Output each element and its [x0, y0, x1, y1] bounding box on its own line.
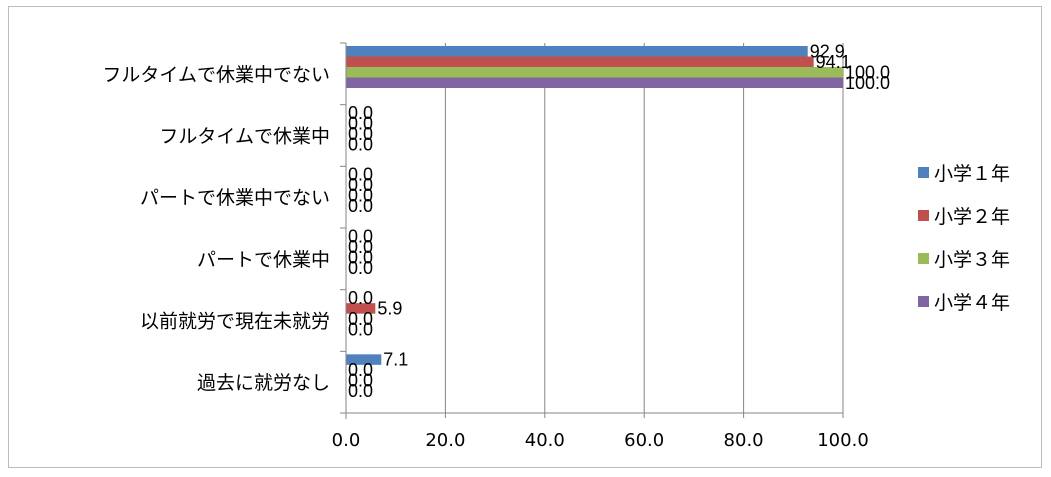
data-label: 0.0 [348, 371, 373, 391]
category-label: フルタイムで休業中でない [102, 64, 330, 86]
data-label: 0.0 [348, 186, 373, 206]
tick-label: 100.0 [817, 430, 869, 451]
legend-label: 小学２年 [934, 206, 1010, 228]
legend-swatch [918, 167, 929, 178]
data-label: 0.0 [348, 175, 373, 195]
data-label: 92.9 [810, 41, 845, 61]
data-label: 94.1 [816, 52, 851, 72]
bar [346, 77, 843, 88]
data-label: 0.0 [348, 360, 373, 380]
data-label: 0.0 [348, 309, 373, 329]
data-label: 100.0 [845, 62, 890, 82]
tick-label: 0.0 [332, 430, 361, 451]
tick-label: 40.0 [525, 430, 565, 451]
chart-frame: フルタイムで休業中でないフルタイムで休業中パートで休業中でないパートで休業中以前… [8, 6, 1042, 468]
tick-labels: 0.0 20.0 40.0 60.0 80.0 100.0 [332, 430, 869, 451]
tick-label: 80.0 [724, 430, 764, 451]
bar [346, 303, 376, 314]
data-label: 0.0 [348, 134, 373, 154]
category-label: 過去に就労なし [197, 372, 330, 394]
data-label: 0.0 [348, 196, 373, 216]
bar [346, 354, 382, 365]
legend-label: 小学４年 [934, 292, 1010, 314]
data-label: 0.0 [348, 237, 373, 257]
legend-label: 小学１年 [934, 163, 1010, 185]
data-label: 5.9 [377, 298, 402, 318]
category-label: フルタイムで休業中 [159, 126, 330, 148]
category-label: パートで休業中 [197, 249, 330, 271]
category-label: 以前就労で現在未就労 [140, 311, 330, 333]
legend-label: 小学３年 [934, 249, 1010, 271]
data-label: 100.0 [845, 73, 890, 93]
legend-swatch [918, 296, 929, 307]
category-labels: フルタイムで休業中でないフルタイムで休業中パートで休業中でないパートで休業中以前… [102, 64, 330, 394]
bar [346, 46, 808, 57]
data-label: 0.0 [348, 165, 373, 185]
data-label: 0.0 [348, 247, 373, 267]
data-label: 0.0 [348, 103, 373, 123]
data-label: 0.0 [348, 319, 373, 339]
category-label: パートで休業中でない [140, 187, 330, 209]
data-label: 0.0 [348, 258, 373, 278]
data-labels: 92.994.1100.0100.00.00.00.00.00.00.00.00… [348, 41, 890, 401]
axes [340, 42, 844, 419]
bar-chart: フルタイムで休業中でないフルタイムで休業中パートで休業中でないパートで休業中以前… [102, 41, 1010, 451]
data-label: 0.0 [348, 381, 373, 401]
data-label: 0.0 [348, 226, 373, 246]
tick-label: 60.0 [624, 430, 664, 451]
bar [346, 56, 814, 67]
gridlines [444, 43, 844, 413]
data-label: 7.1 [383, 350, 408, 370]
data-label: 0.0 [348, 113, 373, 133]
bar [346, 67, 843, 78]
data-label: 0.0 [348, 124, 373, 144]
bars [346, 46, 843, 365]
tick-label: 20.0 [425, 430, 465, 451]
legend-swatch [918, 253, 929, 264]
legend-swatch [918, 210, 929, 221]
data-label: 0.0 [348, 288, 373, 308]
